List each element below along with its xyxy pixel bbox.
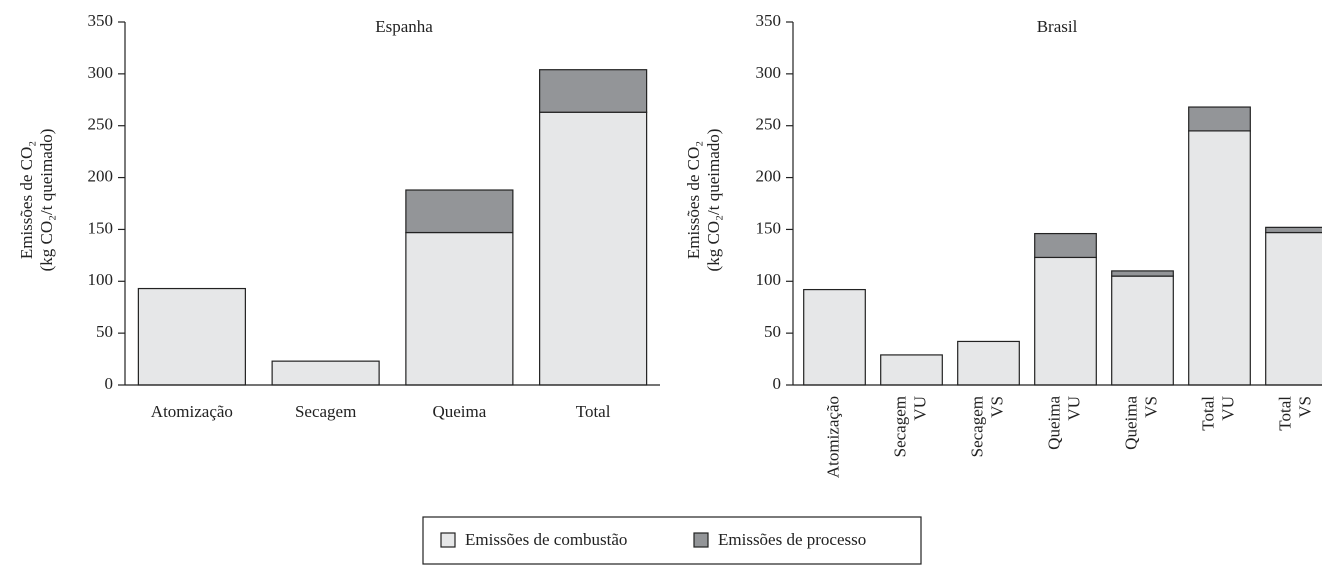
- bar-segment: [880, 354, 943, 386]
- x-tick-label: Queima: [1121, 396, 1140, 450]
- y-tick-label: 150: [756, 218, 782, 237]
- y-tick-label: 250: [88, 115, 114, 134]
- bar-segment: [1034, 232, 1097, 259]
- bar-segment: [539, 111, 648, 386]
- y-tick-label: 250: [756, 115, 782, 134]
- y-tick-label: 50: [96, 322, 113, 341]
- x-tick-label: Secagem: [967, 396, 986, 457]
- x-tick-label: Secagem: [890, 396, 909, 457]
- x-tick-label: Secagem: [295, 402, 356, 421]
- y-axis-label: (kg CO₂/t queimado): [37, 129, 56, 272]
- y-tick-label: 350: [88, 11, 114, 30]
- chart-title: Espanha: [375, 17, 433, 36]
- y-axis-label: (kg CO₂/t queimado): [704, 129, 723, 272]
- x-tick-label: Queima: [1044, 396, 1063, 450]
- bar-segment: [405, 231, 514, 386]
- legend-label: Emissões de processo: [718, 530, 866, 549]
- y-tick-label: 50: [764, 322, 781, 341]
- chart-title: Brasil: [1037, 17, 1078, 36]
- y-tick-label: 100: [88, 270, 114, 289]
- bar-segment: [539, 69, 648, 113]
- y-tick-label: 150: [88, 218, 114, 237]
- bar-segment: [1034, 256, 1097, 386]
- x-tick-label: VU: [910, 396, 929, 421]
- bar-segment: [1111, 270, 1174, 277]
- x-tick-label: VU: [1064, 396, 1083, 421]
- x-tick-label: Total: [1198, 396, 1217, 431]
- x-tick-label: VU: [1218, 396, 1237, 421]
- bar-segment: [1265, 231, 1322, 386]
- legend-swatch: [693, 532, 709, 548]
- y-tick-label: 100: [756, 270, 782, 289]
- bar-segment: [271, 360, 380, 386]
- legend-label: Emissões de combustão: [465, 530, 627, 549]
- bar-segment: [803, 288, 866, 386]
- x-tick-label: Total: [1275, 396, 1294, 431]
- y-tick-label: 350: [756, 11, 782, 30]
- x-tick-label: Total: [576, 402, 611, 421]
- x-tick-label: VS: [1295, 396, 1314, 418]
- bar-segment: [957, 340, 1020, 386]
- bar-segment: [1188, 130, 1251, 386]
- bar-segment: [1188, 106, 1251, 132]
- y-axis-label: Emissões de CO₂: [684, 141, 703, 259]
- legend-box: [422, 516, 922, 565]
- bar-segment: [1265, 226, 1322, 234]
- x-tick-label: Atomização: [823, 396, 842, 478]
- y-axis-label: Emissões de CO₂: [17, 141, 36, 259]
- y-tick-label: 0: [105, 374, 114, 393]
- bar-segment: [137, 287, 246, 386]
- legend-swatch: [440, 532, 456, 548]
- y-tick-label: 200: [88, 166, 114, 185]
- x-tick-label: VS: [1141, 396, 1160, 418]
- y-tick-label: 300: [88, 63, 114, 82]
- x-tick-label: Queima: [432, 402, 486, 421]
- y-tick-label: 200: [756, 166, 782, 185]
- x-tick-label: Atomização: [151, 402, 233, 421]
- x-tick-label: VS: [987, 396, 1006, 418]
- bar-segment: [405, 189, 514, 234]
- y-tick-label: 300: [756, 63, 782, 82]
- y-tick-label: 0: [773, 374, 782, 393]
- bar-segment: [1111, 275, 1174, 386]
